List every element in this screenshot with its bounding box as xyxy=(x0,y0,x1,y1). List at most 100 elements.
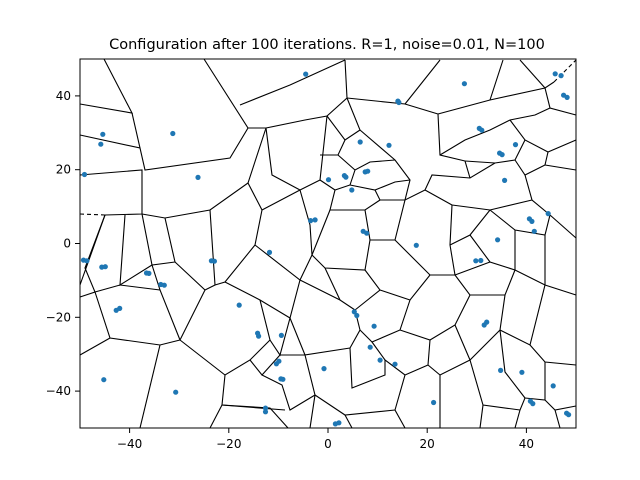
voronoi-ridge xyxy=(437,81,555,115)
data-point xyxy=(481,322,487,328)
data-point xyxy=(146,270,152,276)
data-point xyxy=(266,249,273,255)
data-point xyxy=(173,389,179,395)
data-point xyxy=(336,420,342,426)
voronoi-ridge xyxy=(514,151,549,176)
data-point xyxy=(479,127,485,133)
data-point xyxy=(552,71,558,77)
data-point xyxy=(351,309,357,315)
voronoi-ridge xyxy=(131,112,141,149)
voronoi-ridge xyxy=(324,267,341,301)
data-point xyxy=(371,323,377,329)
data-point xyxy=(498,367,504,373)
data-point xyxy=(100,131,106,137)
data-point xyxy=(495,237,501,243)
data-point xyxy=(529,218,535,224)
voronoi-ridge xyxy=(454,261,491,276)
voronoi-ridge xyxy=(309,394,316,429)
voronoi-ridge xyxy=(94,291,181,346)
data-point xyxy=(357,139,363,145)
data-point xyxy=(431,399,437,406)
data-point xyxy=(396,99,402,106)
data-point xyxy=(558,73,564,79)
plot-area xyxy=(79,58,577,429)
x-tick-label: 20 xyxy=(420,437,435,451)
voronoi-ridge xyxy=(248,59,348,129)
voronoi-ridge xyxy=(424,162,496,206)
voronoi-ridge xyxy=(464,160,471,179)
voronoi-ridge xyxy=(499,329,526,429)
data-point xyxy=(308,218,314,224)
data-point xyxy=(530,401,536,407)
voronoi-ridge xyxy=(344,414,353,429)
data-point xyxy=(273,361,279,367)
data-point xyxy=(499,152,505,158)
y-tick-label: 0 xyxy=(63,237,71,251)
data-point xyxy=(262,409,269,415)
y-tick-label: 20 xyxy=(56,163,71,177)
voronoi-ridge xyxy=(319,169,356,191)
data-point xyxy=(550,383,556,389)
data-point xyxy=(566,412,572,418)
voronoi-ridge xyxy=(179,339,271,376)
voronoi-ridge xyxy=(524,174,577,239)
voronoi-ridge xyxy=(439,107,551,156)
data-point xyxy=(321,366,327,372)
voronoi-ridge xyxy=(209,404,223,429)
voronoi-ridge xyxy=(349,179,411,191)
data-point xyxy=(413,242,419,248)
data-point xyxy=(343,174,349,180)
voronoi-ridge-open xyxy=(553,59,577,83)
data-point xyxy=(365,168,371,174)
voronoi-ridge xyxy=(454,294,506,361)
voronoi-points xyxy=(80,71,572,427)
data-point xyxy=(170,130,176,137)
data-point xyxy=(280,376,286,382)
voronoi-ridge xyxy=(224,279,301,319)
voronoi-ridge xyxy=(259,299,291,357)
data-point xyxy=(195,174,201,180)
data-point xyxy=(377,357,383,363)
voronoi-ridge xyxy=(79,214,106,298)
data-point xyxy=(84,258,90,264)
voronoi-ridge xyxy=(79,337,111,356)
voronoi-ridge xyxy=(94,284,161,293)
data-point xyxy=(473,258,479,264)
x-tick-label: −40 xyxy=(117,437,142,451)
data-point xyxy=(545,211,551,217)
voronoi-ridge xyxy=(359,299,411,343)
voronoi-ridge xyxy=(479,404,484,429)
voronoi-ridge xyxy=(311,209,331,256)
voronoi-ridge xyxy=(509,119,577,153)
data-point xyxy=(386,142,392,148)
data-point xyxy=(531,228,537,234)
data-point xyxy=(256,333,262,339)
data-point xyxy=(367,344,373,350)
data-point xyxy=(262,405,269,411)
data-point xyxy=(102,264,108,270)
data-point xyxy=(101,377,107,383)
data-point xyxy=(98,141,104,147)
data-point xyxy=(117,305,123,311)
data-point xyxy=(211,258,217,264)
data-point xyxy=(161,282,167,288)
voronoi-ridge xyxy=(404,59,441,105)
y-axis: −40 −20 0 20 40 xyxy=(46,89,80,398)
voronoi-ridge xyxy=(469,230,516,271)
voronoi-ridge xyxy=(489,209,551,236)
data-point xyxy=(278,332,284,338)
voronoi-ridge xyxy=(489,59,504,101)
chart-title: Configuration after 100 iterations. R=1,… xyxy=(109,37,545,53)
voronoi-ridge xyxy=(349,347,386,389)
voronoi-ridge xyxy=(464,139,526,164)
data-point xyxy=(312,217,318,223)
data-point xyxy=(478,257,484,264)
y-tick-label: −40 xyxy=(46,384,71,398)
voronoi-ridge xyxy=(261,374,316,411)
voronoi-ridge xyxy=(239,59,346,106)
voronoi-ridges xyxy=(79,58,577,429)
voronoi-ridge xyxy=(221,404,289,429)
voronoi-ridge xyxy=(451,199,533,211)
voronoi-ridge xyxy=(326,97,361,141)
